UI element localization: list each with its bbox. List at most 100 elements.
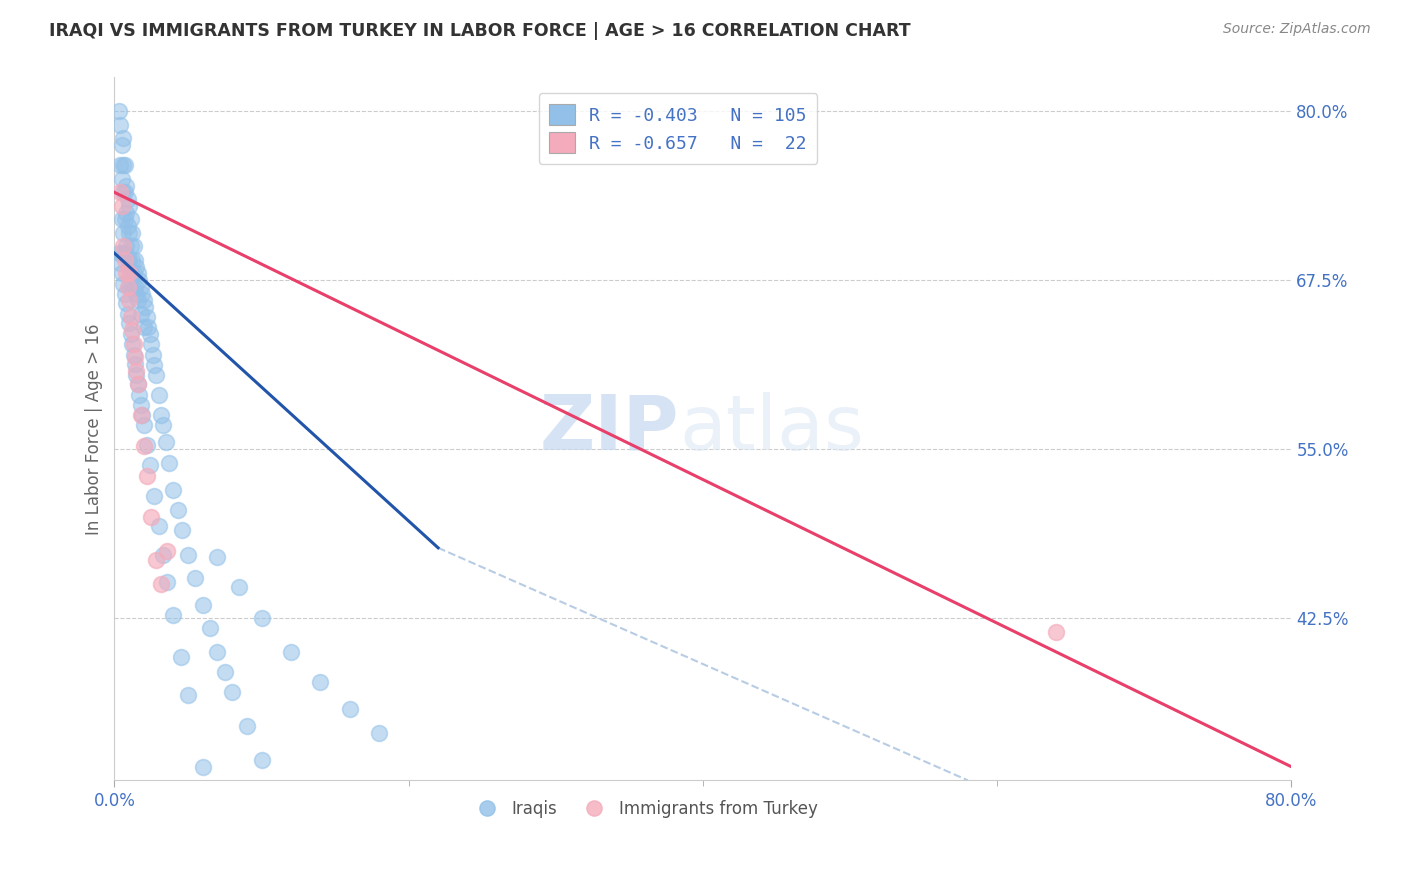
Point <box>309 674 332 689</box>
Point <box>129 280 152 294</box>
Point <box>221 685 243 699</box>
Y-axis label: In Labor Force | Age > 16: In Labor Force | Age > 16 <box>86 323 103 534</box>
Point <box>280 645 302 659</box>
Point <box>111 267 134 281</box>
Point <box>115 267 138 281</box>
Point <box>108 104 131 119</box>
Point <box>156 543 179 558</box>
Point <box>118 252 141 267</box>
Point <box>141 336 163 351</box>
Text: atlas: atlas <box>679 392 865 466</box>
Point <box>110 186 132 200</box>
Point <box>145 553 167 567</box>
Point <box>191 598 214 612</box>
Point <box>124 252 146 267</box>
Point <box>115 239 138 253</box>
Point <box>132 293 155 308</box>
Point <box>132 320 155 334</box>
Point <box>148 519 170 533</box>
Point <box>117 192 139 206</box>
Point <box>114 158 136 172</box>
Point <box>148 388 170 402</box>
Point <box>118 293 141 308</box>
Text: IRAQI VS IMMIGRANTS FROM TURKEY IN LABOR FORCE | AGE > 16 CORRELATION CHART: IRAQI VS IMMIGRANTS FROM TURKEY IN LABOR… <box>49 22 911 40</box>
Point <box>117 280 139 294</box>
Point <box>127 293 149 308</box>
Point <box>127 377 149 392</box>
Point <box>157 456 180 470</box>
Point <box>122 267 145 281</box>
Point <box>114 246 136 260</box>
Point <box>143 359 166 373</box>
Point <box>207 550 229 565</box>
Point <box>124 357 146 371</box>
Point <box>207 645 229 659</box>
Point <box>117 219 139 233</box>
Point <box>152 548 174 562</box>
Point <box>122 336 145 351</box>
Point <box>177 548 200 562</box>
Point <box>141 509 163 524</box>
Point <box>121 280 143 294</box>
Point <box>125 364 148 378</box>
Point <box>135 438 157 452</box>
Point <box>112 277 135 292</box>
Point <box>128 273 150 287</box>
Point <box>129 307 152 321</box>
Point <box>138 327 160 342</box>
Point <box>135 310 157 324</box>
Point <box>114 186 136 200</box>
Legend: Iraqis, Immigrants from Turkey: Iraqis, Immigrants from Turkey <box>464 793 825 825</box>
Point <box>125 286 148 301</box>
Point <box>1045 624 1067 639</box>
Point <box>114 286 136 301</box>
Point <box>125 368 148 382</box>
Point <box>250 753 273 767</box>
Point <box>142 347 165 361</box>
Point <box>112 239 135 253</box>
Point <box>108 246 131 260</box>
Point <box>122 347 145 361</box>
Point <box>198 621 221 635</box>
Point <box>117 307 139 321</box>
Point <box>134 300 156 314</box>
Point <box>110 158 132 172</box>
Point <box>172 523 194 537</box>
Point <box>112 158 135 172</box>
Point <box>115 178 138 193</box>
Point <box>118 267 141 281</box>
Text: Source: ZipAtlas.com: Source: ZipAtlas.com <box>1223 22 1371 37</box>
Point <box>132 417 155 432</box>
Point <box>118 317 141 331</box>
Point <box>112 186 135 200</box>
Point <box>111 199 134 213</box>
Point <box>118 280 141 294</box>
Point <box>111 171 134 186</box>
Point <box>120 327 142 342</box>
Point <box>118 199 141 213</box>
Point <box>115 205 138 219</box>
Point <box>118 226 141 240</box>
Point <box>124 350 146 364</box>
Point <box>114 212 136 227</box>
Point <box>166 503 188 517</box>
Point <box>162 608 184 623</box>
Point <box>191 760 214 774</box>
Point <box>121 336 143 351</box>
Point <box>128 388 150 402</box>
Point <box>339 701 361 715</box>
Point <box>177 688 200 702</box>
Point <box>112 226 135 240</box>
Point <box>228 580 250 594</box>
Point <box>152 417 174 432</box>
Point <box>129 409 152 423</box>
Point <box>121 226 143 240</box>
Point <box>129 398 152 412</box>
Point <box>136 320 159 334</box>
Point <box>250 611 273 625</box>
Point <box>111 138 134 153</box>
Point <box>110 118 132 132</box>
Point <box>150 577 173 591</box>
Point <box>121 252 143 267</box>
Point <box>131 409 153 423</box>
